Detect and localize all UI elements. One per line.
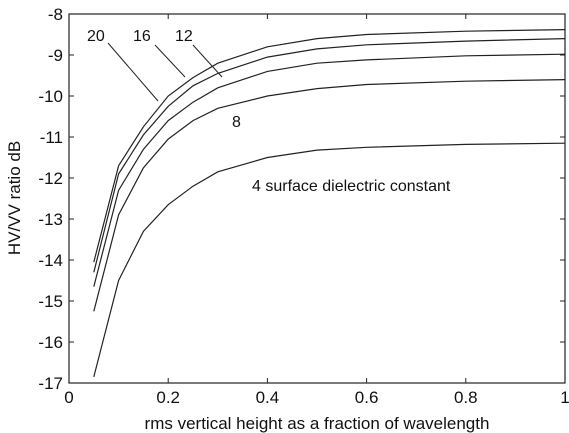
- y-tick-label: -10: [38, 87, 63, 106]
- x-tick-label: 0.2: [156, 388, 180, 407]
- series-line-4: [93, 142, 566, 378]
- label-4: 4 surface dielectric constant: [252, 178, 451, 195]
- y-tick-label: -14: [38, 251, 63, 270]
- series-line-8: [93, 79, 566, 312]
- series-lines: [93, 29, 566, 378]
- label-20: 20: [87, 28, 105, 45]
- y-tick-label: -8: [48, 5, 63, 24]
- leader-16: [154, 44, 186, 78]
- leader-12: [192, 44, 223, 78]
- series-line-20: [93, 29, 566, 263]
- x-tick-label: 1: [560, 388, 569, 407]
- series-line-12: [93, 53, 566, 287]
- plot-frame: [68, 13, 566, 384]
- x-axis-title: rms vertical height as a fraction of wav…: [145, 414, 490, 433]
- x-tick-label: 0.8: [454, 388, 478, 407]
- tick-labels: 0 0.2 0.4 0.6 0.8 1 -17 -16 -15 -14 -13 -12 -11 -10 -9…: [38, 5, 569, 407]
- x-tick-label: 0.4: [256, 388, 280, 407]
- y-tick-label: -11: [40, 128, 63, 147]
- series-line-16: [93, 38, 566, 273]
- axis-ticks: [68, 13, 566, 384]
- y-tick-label: -9: [48, 46, 63, 65]
- y-tick-label: -13: [38, 210, 63, 229]
- label-8: 8: [232, 114, 241, 131]
- y-tick-label: -17: [38, 374, 63, 393]
- x-tick-label: 0: [64, 388, 73, 407]
- y-axis-title: HV/VV ratio dB: [5, 141, 24, 255]
- y-tick-label: -15: [38, 292, 63, 311]
- y-tick-label: -12: [38, 169, 63, 188]
- label-16: 16: [133, 28, 151, 45]
- leader-20: [107, 42, 159, 102]
- y-tick-label: -16: [38, 333, 63, 352]
- label-12: 12: [175, 28, 193, 45]
- x-tick-label: 0.6: [355, 388, 379, 407]
